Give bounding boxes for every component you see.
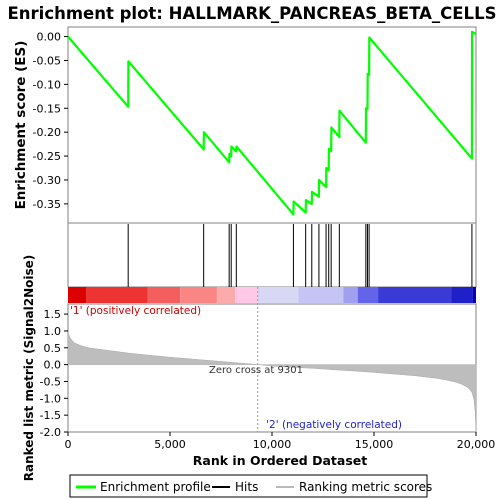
metric-y-tick-label: -0.5 [40,375,61,388]
legend-box [69,474,428,498]
metric-y-tick-label: 1.5 [44,308,62,321]
metric-y-axis-label: Ranked list metric (Signal2Noise) [22,255,36,482]
hit-lines [127,224,473,287]
es-y-tick-label: -0.15 [33,102,61,115]
heat-bar-segment [257,287,299,303]
legend-metric-label: Ranking metric scores [299,480,432,494]
metric-y-ticks: 1.5 1.0 0.5 0.0 -0.5 -1.0 -1.5 -2.0 [40,308,68,439]
metric-y-tick-label: 0.0 [44,359,62,372]
x-tick-label: 15,000 [355,438,394,451]
hits-panel-frame [67,222,477,288]
es-y-ticks: 0.00 -0.05 -0.10 -0.15 -0.20 -0.25 -0.30 -0.35 [33,31,68,211]
enrichment-line-group [67,30,477,216]
heat-bar-segment [180,287,217,303]
heat-bar-segment [472,287,476,303]
correlation-heat-bar [68,287,476,303]
metric-y-tick-label: -1.5 [40,409,61,422]
heat-bar-segment [68,287,87,303]
es-y-axis-label: Enrichment score (ES) [13,41,29,210]
es-y-tick-label: 0.00 [37,31,62,44]
positive-correlation-label: '1' (positively correlated) [70,305,201,317]
es-y-tick-label: -0.30 [33,174,61,187]
x-tick-label: 5,000 [154,438,186,451]
es-panel-frame [67,26,477,224]
chart-title: Enrichment plot: HALLMARK_PANCREAS_BETA_… [8,4,497,23]
legend: Enrichment profile Hits Ranking metric s… [69,474,432,498]
heat-bar-segment [343,287,358,303]
es-y-tick-label: -0.20 [33,126,61,139]
heat-bar-segment [357,287,379,303]
legend-hits-label: Hits [235,480,258,494]
metric-y-tick-label: 1.0 [44,325,62,338]
heat-bar-segment [451,287,473,303]
es-y-tick-label: -0.05 [33,54,61,67]
negative-correlation-label: '2' (negatively correlated) [266,419,402,431]
x-tick-label: 10,000 [253,438,292,451]
x-tick-label: 20,000 [457,438,496,451]
ranking-metric-area [67,332,477,433]
es-y-tick-label: -0.25 [33,150,61,163]
hits-panel [67,222,477,303]
x-axis-ticks: 0 5,000 10,000 15,000 20,000 [65,432,496,451]
es-y-tick-label: -0.10 [33,78,61,91]
heat-bar-segment [86,287,148,303]
x-axis-label: Rank in Ordered Dataset [193,453,367,468]
enrichment-profile-line [67,30,477,216]
heat-bar-segment [235,287,258,303]
heat-bar-segment [298,287,344,303]
legend-enrichment-label: Enrichment profile [100,480,211,494]
metric-y-tick-label: -1.0 [40,392,61,405]
heat-bar-segment [147,287,181,303]
zero-cross-label: Zero cross at 9301 [209,365,303,376]
metric-y-tick-label: 0.5 [44,342,62,355]
metric-y-tick-label: -2.0 [40,426,61,439]
metric-area-group [67,332,477,433]
heat-bar-segment [216,287,236,303]
x-tick-label: 0 [65,438,72,451]
heat-bar-segment [378,287,452,303]
es-panel: 0.00-0.05-0.10-0.15-0.20-0.25-0.30-0.35 … [13,26,477,224]
metric-panel: 1.5 1.0 0.5 0.0 -0.5 -1.0 -1.5 -2.0 Zero cross … [22,255,477,482]
es-y-tick-label: -0.35 [33,198,61,211]
